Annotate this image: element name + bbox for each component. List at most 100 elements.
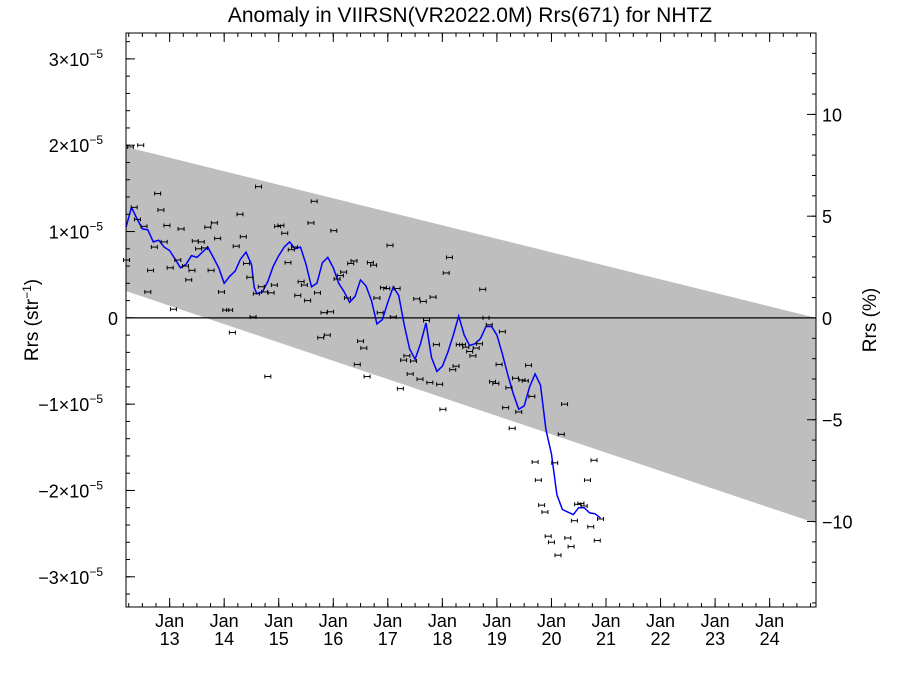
data-point (333, 277, 341, 281)
data-point (327, 309, 335, 314)
left-tick-mantissa: −3×10 (38, 568, 89, 588)
data-point (257, 284, 265, 289)
data-point (547, 540, 555, 545)
x-axis-tick-year: 13 (160, 629, 180, 649)
data-point (554, 553, 562, 558)
data-point (137, 143, 145, 148)
left-axis-label: Rrs (str−1) (20, 279, 43, 361)
data-point (201, 245, 209, 250)
data-point (429, 295, 437, 300)
data-point (144, 289, 152, 294)
x-axis-tick-year: 21 (596, 629, 616, 649)
data-point (323, 333, 331, 338)
data-point (304, 298, 312, 303)
data-point (469, 353, 477, 358)
data-point (246, 275, 254, 280)
x-axis-tick-year: 16 (323, 629, 343, 649)
data-point (564, 535, 572, 540)
data-point (243, 261, 251, 266)
left-tick-exponent: −5 (89, 133, 103, 147)
data-point (357, 339, 365, 344)
data-point (472, 346, 480, 351)
plot-area (123, 32, 817, 608)
left-tick-mantissa: −1×10 (38, 395, 89, 415)
left-axis-tick-label: 0 (108, 309, 118, 329)
data-point (400, 358, 408, 363)
data-point (336, 273, 344, 278)
left-axis-tick-label: −3×10−5 (38, 565, 103, 588)
data-point (416, 377, 424, 382)
data-point (239, 234, 247, 239)
data-point (449, 367, 457, 372)
left-tick-exponent: −5 (89, 392, 103, 406)
data-point (466, 349, 474, 354)
data-point (515, 409, 523, 414)
data-point (590, 458, 598, 463)
data-point (577, 501, 585, 506)
data-point (495, 362, 503, 367)
left-tick-mantissa: −2×10 (38, 481, 89, 501)
x-axis-tick-month: Jan (155, 611, 184, 631)
left-tick-mantissa: 0 (108, 309, 118, 329)
left-axis-label-exponent: −1 (20, 285, 34, 299)
data-point (261, 289, 269, 294)
data-point (232, 244, 240, 249)
data-point (330, 228, 338, 233)
data-point (236, 212, 244, 217)
data-point (479, 287, 487, 292)
data-point (317, 335, 325, 340)
data-point (502, 405, 510, 410)
data-point (307, 220, 315, 225)
data-point (561, 402, 569, 407)
right-axis-tick-label: 0 (822, 309, 832, 329)
data-point (498, 329, 506, 334)
data-point (439, 407, 447, 412)
data-point (475, 341, 483, 346)
data-point (389, 314, 397, 319)
x-axis-tick-year: 14 (214, 629, 234, 649)
data-point (409, 359, 417, 363)
data-point (508, 426, 516, 431)
data-point (217, 289, 225, 294)
data-point (459, 342, 467, 347)
data-point (511, 376, 519, 381)
x-axis-tick-year: 19 (487, 629, 507, 649)
data-point (360, 346, 368, 351)
data-point (534, 478, 542, 483)
data-point (210, 220, 218, 225)
data-point (174, 258, 182, 263)
data-point (350, 258, 358, 263)
data-point (300, 283, 308, 288)
data-point (403, 353, 411, 358)
data-point (419, 299, 427, 304)
data-point (160, 239, 168, 244)
data-point (580, 504, 588, 509)
data-point (406, 371, 414, 376)
data-point (551, 460, 559, 465)
data-point (597, 516, 605, 521)
data-point (462, 345, 470, 350)
left-tick-exponent: −5 (89, 565, 103, 579)
x-axis-tick-month: Jan (319, 611, 348, 631)
mean-anomaly-line (125, 205, 601, 519)
data-point (557, 432, 565, 437)
x-axis-tick-month: Jan (373, 611, 402, 631)
x-axis-tick-year: 22 (651, 629, 671, 649)
data-point (531, 459, 539, 464)
data-point (163, 223, 171, 228)
data-point (264, 374, 272, 379)
data-point (150, 245, 158, 250)
data-point (583, 478, 591, 483)
left-tick-exponent: −5 (89, 47, 103, 61)
data-point (426, 380, 434, 385)
x-axis-tick-month: Jan (482, 611, 511, 631)
left-axis-label-close: ) (22, 279, 43, 285)
data-point (436, 382, 444, 387)
data-point (185, 277, 193, 282)
data-point (281, 231, 289, 236)
plot-frame (125, 32, 817, 608)
left-y-axis: 3×10−52×10−51×10−50−1×10−5−2×10−5−3×10−5 (38, 41, 135, 595)
right-axis-tick-label: −5 (822, 411, 843, 431)
data-point (267, 290, 275, 295)
x-axis-tick-month: Jan (591, 611, 620, 631)
